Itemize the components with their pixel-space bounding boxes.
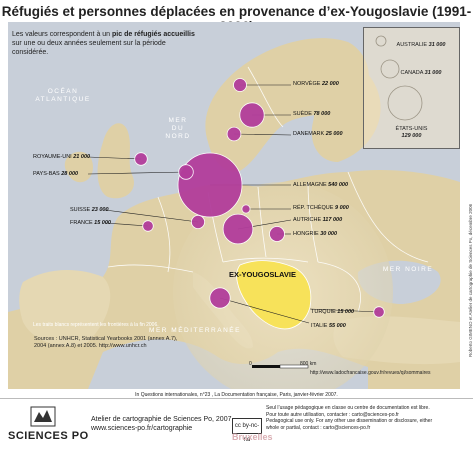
finland-landmass — [306, 58, 381, 162]
footer-divider — [0, 398, 473, 399]
label-france: FRANCE 15 000 — [70, 220, 111, 226]
doc-url: http://www.ladocfrancaise.gouv.fr/revues… — [310, 370, 431, 376]
label-norvege: NORVÈGE 22 000 — [293, 81, 339, 87]
bubble-allemagne — [177, 152, 243, 218]
sea-label-med: MER MÉDITERRANÉE — [149, 327, 241, 334]
sciences-po-logo: SCIENCES PO — [8, 430, 89, 442]
refugee-bubbles — [134, 78, 385, 318]
label-allemagne: ALLEMAGNE 540 000 — [293, 182, 349, 188]
label-danemark: DANEMARK 25 000 — [293, 131, 343, 137]
bubble-hongrie — [269, 226, 285, 242]
map-note: Les valeurs correspondent à un pic de ré… — [12, 31, 195, 56]
label-italie: ITALIE 55 000 — [311, 323, 346, 329]
label-hongrie: HONGRIE 30 000 — [293, 231, 338, 237]
bibliography: In Questions internationales, n°23 , La … — [135, 392, 338, 398]
label-ex-yugoslavia: EX-YOUGOSLAVIE — [229, 270, 296, 279]
bubble-turquie — [373, 306, 385, 318]
great-britain-landmass — [97, 123, 134, 199]
bubble-france — [142, 220, 154, 232]
label-suede: SUÈDE 78 000 — [293, 111, 331, 117]
bubble-pays-bas — [178, 164, 194, 180]
scale-bar — [252, 364, 309, 369]
leader-lines — [87, 84, 380, 324]
ireland-landmass — [64, 151, 93, 183]
bubble-suisse — [190, 214, 205, 229]
sea-label-north: MER DU NORD — [165, 117, 191, 140]
legend-box: AUSTRALIE 31 000 CANADA 31 000 ÉTATS-UNI… — [363, 27, 460, 149]
label-autriche: AUTRICHE 117 000 — [293, 217, 343, 223]
label-pays-bas: PAYS-BAS 28 000 — [33, 171, 79, 177]
bubble-norv-ge — [233, 78, 247, 92]
legend-australia: AUSTRALIE 31 000 — [396, 42, 446, 48]
bubble-su-de — [239, 102, 265, 128]
sciences-po-logo-icon — [30, 406, 56, 427]
bubble-royaume-uni — [134, 152, 148, 166]
bubble-danemark — [226, 126, 242, 142]
bubble-autriche — [222, 213, 254, 245]
label-royaume-uni: ROYAUME-UNI 21 000 — [33, 154, 91, 160]
iberia-landmass — [19, 270, 111, 346]
legend-usa: ÉTATS-UNIS 129 000 — [395, 126, 428, 139]
label-rep-tcheque: RÉP. TCHÈQUE 9 000 — [293, 205, 349, 211]
creative-commons-badge: cc by-nc-nd — [232, 418, 262, 443]
sea-label-black: MER NOIRE — [382, 266, 434, 273]
scale-end: 800 km — [300, 361, 317, 367]
boundary-note: Les traits blancs représentent les front… — [33, 322, 159, 328]
bruxelles-watermark: Bruxelles — [232, 432, 273, 442]
bubble-r-p-tch-que — [241, 204, 251, 214]
atelier-credit: Atelier de cartographie de Sciences Po, … — [91, 416, 234, 432]
label-turquie: TURQUIE 15 000 — [311, 309, 355, 315]
label-suisse: SUISSE 23 000 — [70, 207, 109, 213]
legend-canada: CANADA 31 000 — [400, 70, 442, 76]
scale-start: 0 — [249, 361, 252, 367]
usage-notice: Seul l’usage pédagogique en classe ou ce… — [266, 405, 433, 431]
sources: Sources : UNHCR, Statistical Yearbooks 2… — [34, 336, 178, 349]
vertical-credit: Roberto GIMENO et Atelier de cartographi… — [468, 203, 473, 357]
sea-label-atlantic: OCÉAN ATLANTIQUE — [35, 88, 91, 103]
ex-yugoslavia-area — [236, 260, 312, 330]
bubble-italie — [209, 287, 231, 309]
